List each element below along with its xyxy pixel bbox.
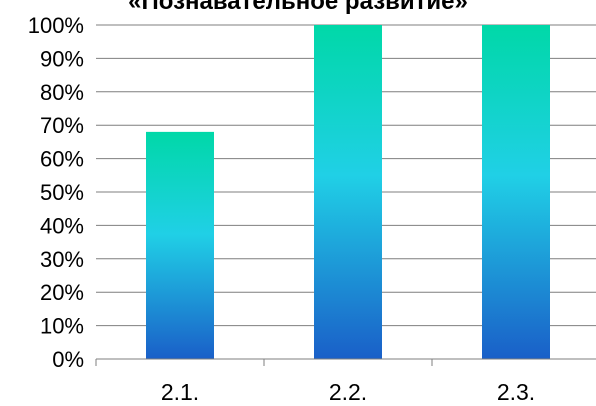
y-tick-label-100: 100% xyxy=(28,13,84,38)
y-axis-ticks: 0% 10% 20% 30% 40% 50% 60% 70% 80% 90% 100% xyxy=(28,13,84,372)
bar-2-1 xyxy=(146,131,214,359)
y-tick-label-70: 70% xyxy=(40,113,84,138)
y-tick-label-60: 60% xyxy=(40,147,84,172)
x-tick-label-3: 2.3. xyxy=(497,379,535,405)
y-tick-label-90: 90% xyxy=(40,46,84,71)
bars xyxy=(146,25,550,359)
bar-2-2 xyxy=(314,25,382,359)
y-tick-label-0: 0% xyxy=(52,347,84,372)
y-tick-label-10: 10% xyxy=(40,314,84,339)
y-tick-label-20: 20% xyxy=(40,280,84,305)
y-tick-label-50: 50% xyxy=(40,180,84,205)
chart-title: «Познавательное развитие» xyxy=(128,0,468,15)
bar-2-3 xyxy=(482,25,550,359)
x-tick-label-1: 2.1. xyxy=(161,379,199,405)
x-axis xyxy=(95,358,596,366)
y-tick-label-30: 30% xyxy=(40,247,84,272)
y-tick-label-80: 80% xyxy=(40,80,84,105)
x-axis-labels: 2.1. 2.2. 2.3. xyxy=(161,379,535,405)
y-tick-label-40: 40% xyxy=(40,213,84,238)
x-tick-label-2: 2.2. xyxy=(329,379,367,405)
